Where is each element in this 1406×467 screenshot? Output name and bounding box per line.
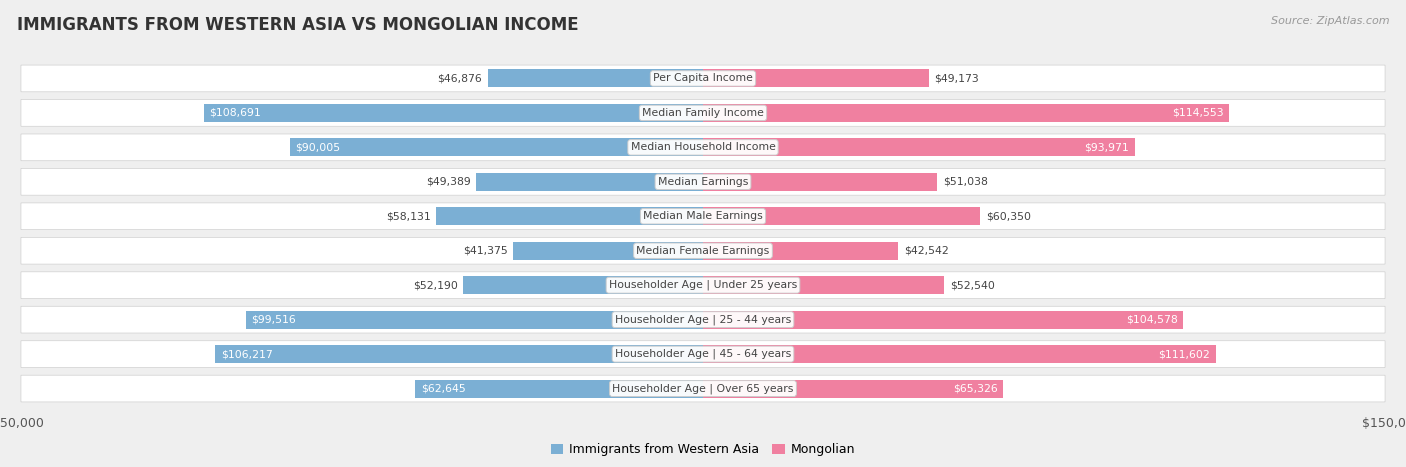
Bar: [464, 276, 703, 294]
Bar: [246, 311, 703, 329]
Text: $46,876: $46,876: [437, 73, 482, 84]
FancyBboxPatch shape: [21, 306, 1385, 333]
Bar: [703, 242, 898, 260]
Text: $52,540: $52,540: [950, 280, 994, 290]
Text: Householder Age | Under 25 years: Householder Age | Under 25 years: [609, 280, 797, 290]
Bar: [290, 138, 703, 156]
Bar: [415, 380, 703, 397]
Bar: [703, 207, 980, 225]
Text: $104,578: $104,578: [1126, 315, 1178, 325]
Text: $52,190: $52,190: [413, 280, 458, 290]
Text: Median Household Income: Median Household Income: [630, 142, 776, 152]
Bar: [703, 276, 945, 294]
Text: Per Capita Income: Per Capita Income: [652, 73, 754, 84]
FancyBboxPatch shape: [21, 341, 1385, 368]
Text: Median Female Earnings: Median Female Earnings: [637, 246, 769, 256]
Bar: [703, 138, 1135, 156]
FancyBboxPatch shape: [21, 203, 1385, 230]
FancyBboxPatch shape: [21, 375, 1385, 402]
Text: $49,173: $49,173: [935, 73, 979, 84]
Text: $42,542: $42,542: [904, 246, 949, 256]
Text: IMMIGRANTS FROM WESTERN ASIA VS MONGOLIAN INCOME: IMMIGRANTS FROM WESTERN ASIA VS MONGOLIA…: [17, 16, 578, 35]
Text: Source: ZipAtlas.com: Source: ZipAtlas.com: [1271, 16, 1389, 26]
Text: $93,971: $93,971: [1084, 142, 1129, 152]
Bar: [436, 207, 703, 225]
Text: $41,375: $41,375: [463, 246, 508, 256]
Bar: [703, 70, 929, 87]
Bar: [703, 311, 1184, 329]
FancyBboxPatch shape: [21, 169, 1385, 195]
Text: $90,005: $90,005: [295, 142, 340, 152]
Text: Median Earnings: Median Earnings: [658, 177, 748, 187]
Text: $62,645: $62,645: [420, 383, 465, 394]
Text: $65,326: $65,326: [953, 383, 997, 394]
Legend: Immigrants from Western Asia, Mongolian: Immigrants from Western Asia, Mongolian: [546, 439, 860, 461]
Text: $108,691: $108,691: [209, 108, 262, 118]
Text: Median Male Earnings: Median Male Earnings: [643, 211, 763, 221]
FancyBboxPatch shape: [21, 65, 1385, 92]
Text: Householder Age | Over 65 years: Householder Age | Over 65 years: [612, 383, 794, 394]
Text: $111,602: $111,602: [1159, 349, 1211, 359]
Text: $99,516: $99,516: [252, 315, 297, 325]
Bar: [204, 104, 703, 122]
Bar: [703, 380, 1002, 397]
Text: $51,038: $51,038: [943, 177, 988, 187]
Text: $58,131: $58,131: [385, 211, 430, 221]
Text: Householder Age | 25 - 44 years: Householder Age | 25 - 44 years: [614, 314, 792, 325]
Text: Median Family Income: Median Family Income: [643, 108, 763, 118]
Bar: [488, 70, 703, 87]
Bar: [703, 173, 938, 191]
Bar: [703, 104, 1229, 122]
Bar: [513, 242, 703, 260]
FancyBboxPatch shape: [21, 237, 1385, 264]
FancyBboxPatch shape: [21, 272, 1385, 298]
Text: Householder Age | 45 - 64 years: Householder Age | 45 - 64 years: [614, 349, 792, 359]
Bar: [703, 345, 1216, 363]
Bar: [477, 173, 703, 191]
Text: $114,553: $114,553: [1173, 108, 1223, 118]
FancyBboxPatch shape: [21, 99, 1385, 126]
FancyBboxPatch shape: [21, 134, 1385, 161]
Bar: [215, 345, 703, 363]
Text: $106,217: $106,217: [221, 349, 273, 359]
Text: $49,389: $49,389: [426, 177, 471, 187]
Text: $60,350: $60,350: [986, 211, 1031, 221]
